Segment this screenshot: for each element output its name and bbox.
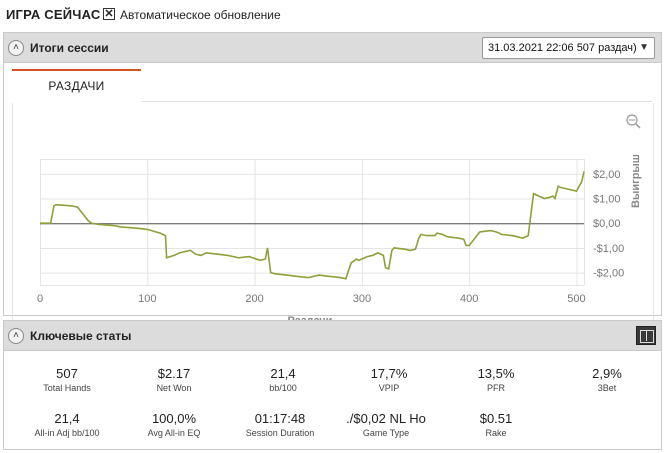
tab-divider <box>141 101 652 102</box>
layout-toggle-icon[interactable] <box>636 326 656 345</box>
stat-net-won: $2.17 Net Won <box>124 366 224 393</box>
session-select[interactable]: 31.03.2021 22:06 507 раздач) ▼ <box>482 37 655 59</box>
stat-value: 507 <box>56 366 78 381</box>
zoom-icon[interactable] <box>626 114 641 129</box>
stat-label: Net Won <box>156 383 192 393</box>
x-tick-label: 0 <box>37 293 43 305</box>
stat-bb100: 21,4 bb/100 <box>233 366 333 393</box>
stat-session-duration: 01:17:48 Session Duration <box>230 411 330 438</box>
stat-value: $2.17 <box>157 366 191 381</box>
stat-label: VPIP <box>378 383 400 393</box>
session-panel: ˄ Итоги сессии 31.03.2021 22:06 507 разд… <box>3 32 662 341</box>
x-tick-label: 500 <box>567 293 585 305</box>
y-axis-label: Выигрыш <box>630 154 642 208</box>
session-select-value: 31.03.2021 22:06 507 раздач) <box>488 42 637 54</box>
stat-label: All-in Adj bb/100 <box>34 428 100 438</box>
y-tick-label: -$1,00 <box>593 243 624 255</box>
stat-value: 21,4 <box>54 411 80 426</box>
key-stats-title: Ключевые статы <box>30 329 132 343</box>
stat-label: PFR <box>487 383 505 393</box>
x-tick-label: 200 <box>245 293 263 305</box>
stat-total-hands: 507 Total Hands <box>17 366 117 393</box>
series-line-winnings <box>40 171 585 280</box>
stat-game-type: ./$0,02 NL Ho Game Type <box>336 411 436 438</box>
y-tick-label: $2,00 <box>593 169 621 181</box>
stat-label: Game Type <box>362 428 410 438</box>
stat-value: $0.51 <box>479 411 513 426</box>
stat-value: 21,4 <box>270 366 296 381</box>
collapse-icon[interactable]: ˄ <box>8 328 24 344</box>
stat-allin-adj: 21,4 All-in Adj bb/100 <box>17 411 117 438</box>
key-stats-header: ˄ Ключевые статы <box>4 321 661 351</box>
stat-value: 17,7% <box>370 366 408 381</box>
top-bar: ИГРА СЕЙЧАС ✕ Автоматическое обновление <box>0 0 667 30</box>
session-panel-header: ˄ Итоги сессии 31.03.2021 22:06 507 разд… <box>4 33 661 63</box>
session-panel-title: Итоги сессии <box>30 41 109 55</box>
stat-vpip: 17,7% VPIP <box>339 366 439 393</box>
y-tick-label: $0,00 <box>593 218 621 230</box>
winnings-chart: 0 100 200 300 400 500 $2,00 $1,00 $0,00 -$1,00 -$… <box>22 114 642 335</box>
stat-label: Rake <box>485 428 507 438</box>
stat-value: 2,9% <box>592 366 622 381</box>
stat-3bet: 2,9% 3Bet <box>557 366 657 393</box>
chevron-down-icon: ▼ <box>639 42 649 53</box>
key-stats-panel: ˄ Ключевые статы 507 Total Hands $2.17 N… <box>3 320 662 450</box>
stat-value: 01:17:48 <box>254 411 306 426</box>
stat-label: Total Hands <box>43 383 91 393</box>
page-title: ИГРА СЕЙЧАС <box>6 7 101 22</box>
stat-label: Session Duration <box>245 428 315 438</box>
chart-area: 0 100 200 300 400 500 $2,00 $1,00 $0,00 -$1,00 -$… <box>12 103 654 341</box>
stat-label: Avg All-in EQ <box>147 428 201 438</box>
stat-avg-allin-eq: 100,0% Avg All-in EQ <box>124 411 224 438</box>
stat-value: 13,5% <box>477 366 515 381</box>
auto-update-label[interactable]: Автоматическое обновление <box>120 8 281 22</box>
x-tick-label: 400 <box>460 293 478 305</box>
stat-value: ./$0,02 NL Ho <box>346 411 426 426</box>
y-tick-label: $1,00 <box>593 194 621 206</box>
tab-hands[interactable]: РАЗДАЧИ <box>12 69 141 102</box>
stat-rake: $0.51 Rake <box>446 411 546 438</box>
x-tick-labels: 0 100 200 300 400 500 <box>37 293 586 305</box>
x-tick-label: 100 <box>138 293 156 305</box>
chart-grid <box>40 159 585 286</box>
stat-pfr: 13,5% PFR <box>446 366 546 393</box>
y-tick-labels: $2,00 $1,00 $0,00 -$1,00 -$2,00 <box>593 169 624 280</box>
stat-label: 3Bet <box>597 383 617 393</box>
stat-value: 100,0% <box>151 411 197 426</box>
auto-update-checkbox[interactable]: ✕ <box>103 8 115 20</box>
stat-label: bb/100 <box>269 383 297 393</box>
y-tick-label: -$2,00 <box>593 268 624 280</box>
collapse-icon[interactable]: ˄ <box>8 40 24 56</box>
x-tick-label: 300 <box>353 293 371 305</box>
